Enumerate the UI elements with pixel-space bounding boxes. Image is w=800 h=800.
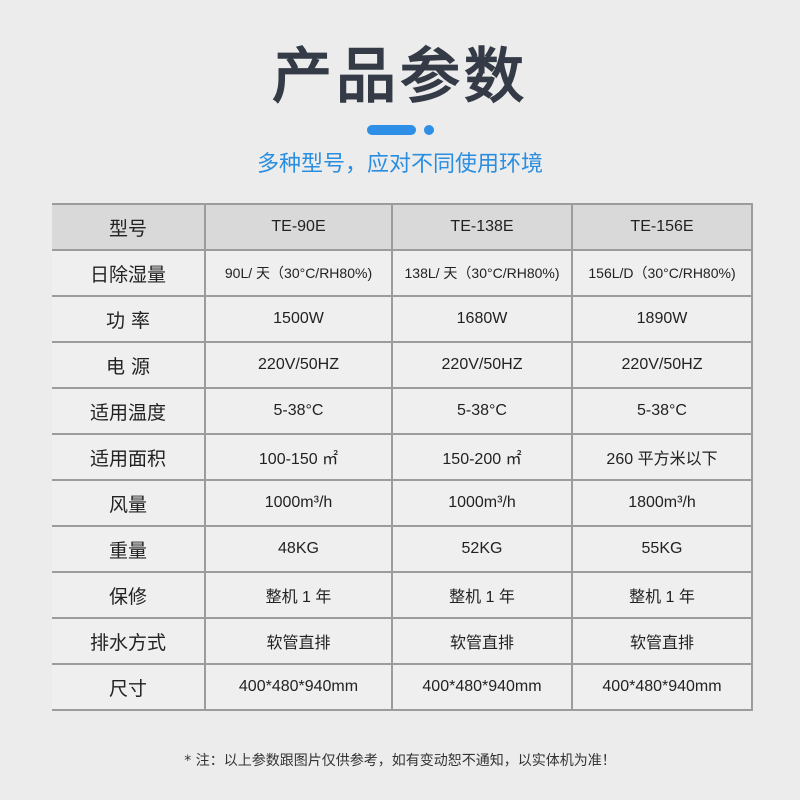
- table-cell: 220V/50HZ: [391, 341, 573, 389]
- table-cell: 整机 1 年: [204, 571, 393, 619]
- table-cell: TE-90E: [204, 203, 393, 251]
- table-cell: 220V/50HZ: [571, 341, 753, 389]
- table-cell: 1800m³/h: [571, 479, 753, 527]
- table-row: 功 率 1500W 1680W 1890W: [52, 295, 753, 343]
- table-cell: 55KG: [571, 525, 753, 573]
- table-cell: 100-150 ㎡: [204, 433, 393, 481]
- row-label: 适用面积: [52, 433, 206, 481]
- row-label: 排水方式: [52, 617, 206, 665]
- table-row: 尺寸 400*480*940mm 400*480*940mm 400*480*940m…: [52, 663, 753, 711]
- table-cell: 1890W: [571, 295, 753, 343]
- table-cell: 1680W: [391, 295, 573, 343]
- decorative-pill: [367, 125, 416, 135]
- table-cell: 整机 1 年: [391, 571, 573, 619]
- table-row: 排水方式 软管直排 软管直排 软管直排: [52, 617, 753, 665]
- table-cell: 软管直排: [391, 617, 573, 665]
- table-header-row: 型号 TE-90E TE-138E TE-156E: [52, 203, 753, 251]
- table-row: 适用温度 5-38°C 5-38°C 5-38°C: [52, 387, 753, 435]
- row-label: 型号: [52, 203, 206, 251]
- table-cell: 5-38°C: [391, 387, 573, 435]
- table-cell: 150-200 ㎡: [391, 433, 573, 481]
- table-cell: TE-156E: [571, 203, 753, 251]
- row-label: 尺寸: [52, 663, 206, 711]
- table-cell: 220V/50HZ: [204, 341, 393, 389]
- row-label: 重量: [52, 525, 206, 573]
- table-cell: 52KG: [391, 525, 573, 573]
- table-cell: 138L/ 天（30°C/RH80%): [391, 249, 573, 297]
- table-cell: 1500W: [204, 295, 393, 343]
- spec-table: 型号 TE-90E TE-138E TE-156E 日除湿量 90L/ 天（30°C/RH…: [52, 203, 753, 711]
- table-cell: 1000m³/h: [204, 479, 393, 527]
- row-label: 功 率: [52, 295, 206, 343]
- table-row: 电 源 220V/50HZ 220V/50HZ 220V/50HZ: [52, 341, 753, 389]
- table-cell: 260 平方米以下: [571, 433, 753, 481]
- table-cell: 5-38°C: [204, 387, 393, 435]
- table-row: 适用面积 100-150 ㎡ 150-200 ㎡ 260 平方米以下: [52, 433, 753, 481]
- table-cell: TE-138E: [391, 203, 573, 251]
- row-label: 电 源: [52, 341, 206, 389]
- table-row: 重量 48KG 52KG 55KG: [52, 525, 753, 573]
- subtitle: 多种型号，应对不同使用环境: [256, 152, 543, 177]
- table-row: 日除湿量 90L/ 天（30°C/RH80%) 138L/ 天（30°C/RH80%…: [52, 249, 753, 297]
- table-cell: 400*480*940mm: [204, 663, 393, 711]
- disclaimer-note: * 注：以上参数跟图片仅供参考，如有变动恕不通知，以实体机为准！: [184, 753, 616, 769]
- table-row: 保修 整机 1 年整机 1 年整机 1 年: [52, 571, 753, 619]
- table-cell: 156L/D（30°C/RH80%): [571, 249, 753, 297]
- page-title: 产品参数: [272, 42, 528, 112]
- table-cell: 软管直排: [571, 617, 753, 665]
- table-cell: 5-38°C: [571, 387, 753, 435]
- row-label: 保修: [52, 571, 206, 619]
- table-cell: 48KG: [204, 525, 393, 573]
- row-label: 日除湿量: [52, 249, 206, 297]
- decorative-dot: [424, 125, 434, 135]
- row-label: 适用温度: [52, 387, 206, 435]
- table-cell: 1000m³/h: [391, 479, 573, 527]
- table-cell: 400*480*940mm: [391, 663, 573, 711]
- table-cell: 400*480*940mm: [571, 663, 753, 711]
- row-label: 风量: [52, 479, 206, 527]
- table-row: 风量 1000m³/h 1000m³/h 1800m³/h: [52, 479, 753, 527]
- table-cell: 90L/ 天（30°C/RH80%): [204, 249, 393, 297]
- table-cell: 整机 1 年: [571, 571, 753, 619]
- table-cell: 软管直排: [204, 617, 393, 665]
